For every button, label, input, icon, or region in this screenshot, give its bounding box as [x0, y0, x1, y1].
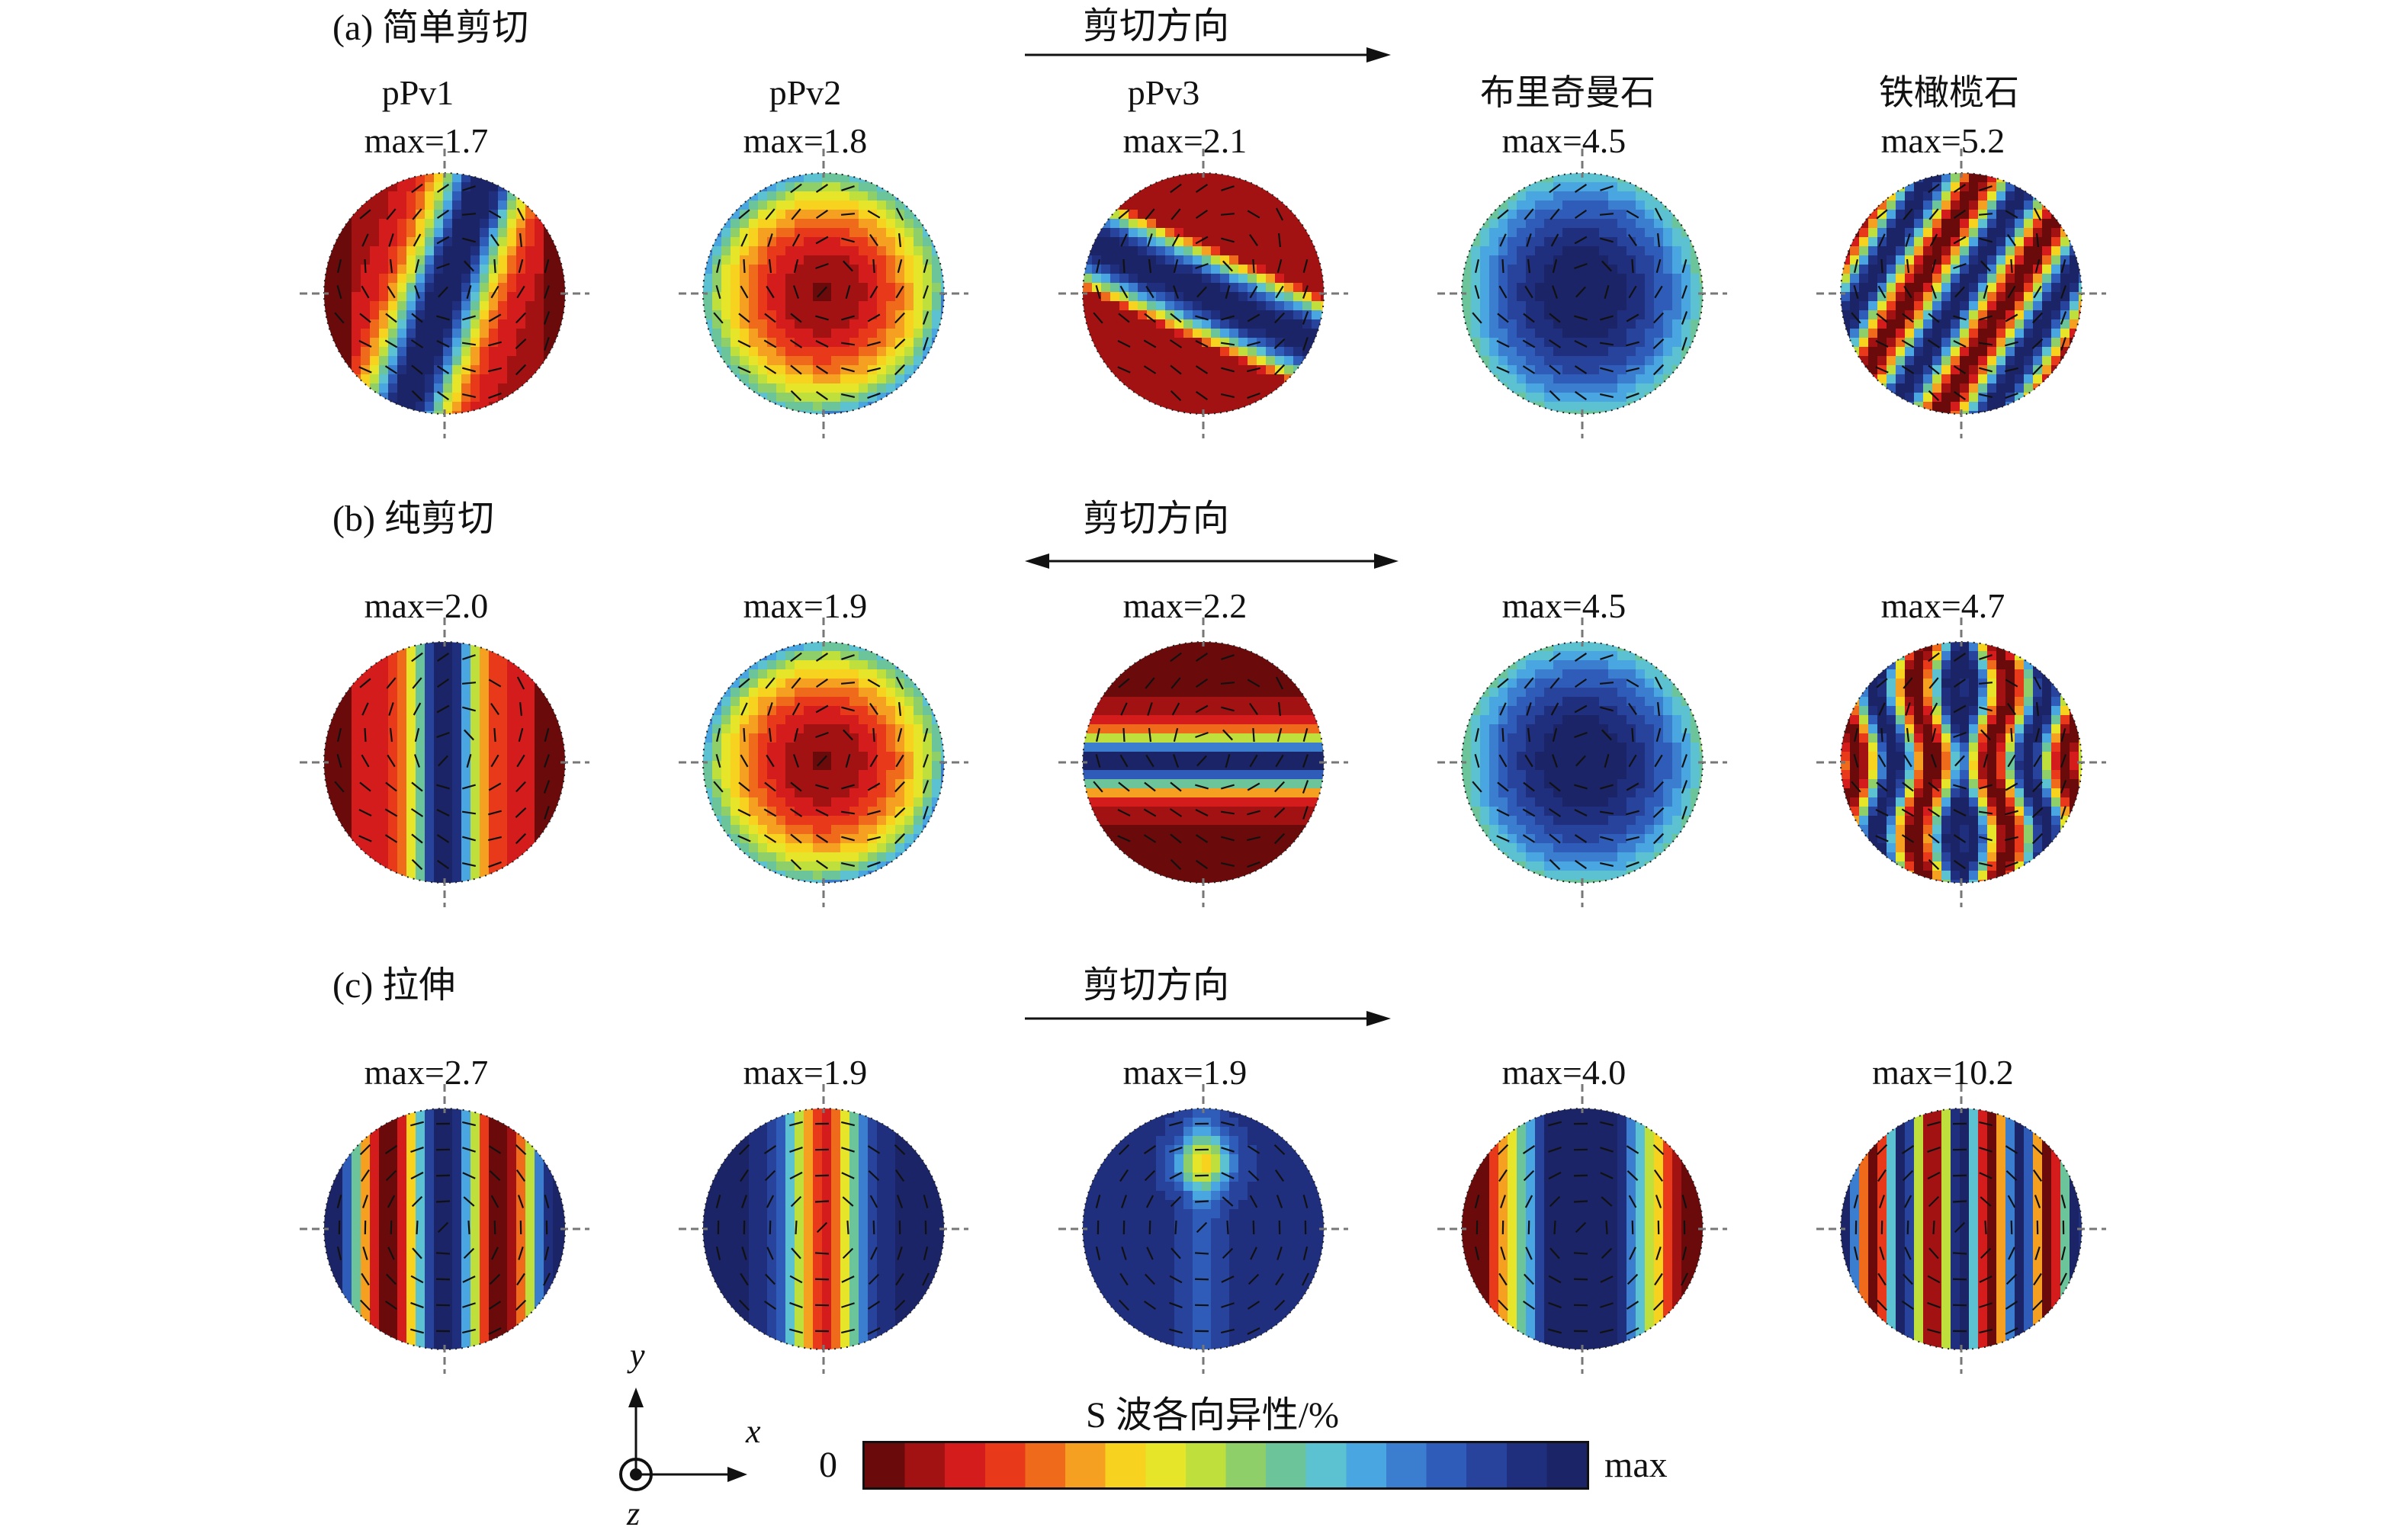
colorbar-min-label: 0 — [819, 1445, 837, 1485]
pole-figure — [1816, 618, 2106, 907]
max-label: max=1.9 — [1122, 1053, 1248, 1092]
shear-direction-label-b: 剪切方向 — [1083, 499, 1230, 539]
mineral-label-ppv3: pPv3 — [1127, 73, 1200, 112]
max-label: max=4.7 — [1880, 586, 2005, 625]
max-label: max=5.2 — [1880, 121, 2005, 160]
mineral-label-fayalite: 铁橄榄石 — [1879, 73, 2019, 112]
shear-direction-arrow-b — [1025, 553, 1398, 569]
pole-figure — [1437, 149, 1727, 438]
row-label-b: (b) 纯剪切 — [332, 499, 494, 539]
max-label: max=4.0 — [1501, 1053, 1626, 1092]
pole-figure — [1058, 1084, 1348, 1374]
pole-figure — [1437, 1084, 1727, 1374]
coordinate-axes — [619, 1388, 747, 1491]
max-label: max=2.0 — [364, 586, 489, 625]
pole-figure — [1437, 618, 1727, 907]
max-label: max=2.7 — [364, 1053, 489, 1092]
max-label: max=1.9 — [743, 1053, 868, 1092]
max-label: max=10.2 — [1872, 1053, 2014, 1092]
row-label-a: (a) 简单剪切 — [332, 8, 529, 48]
max-label: max=1.7 — [364, 121, 489, 160]
mineral-label-bridgmanite: 布里奇曼石 — [1480, 73, 1655, 112]
pole-figure — [679, 618, 968, 907]
pole-figure — [679, 149, 968, 438]
shear-direction-label-a: 剪切方向 — [1083, 6, 1230, 47]
max-label: max=2.2 — [1122, 586, 1248, 625]
pole-figure — [679, 1084, 968, 1374]
mineral-label-ppv2: pPv2 — [769, 73, 842, 112]
pole-figure — [1816, 149, 2106, 438]
pole-figure — [1816, 1084, 2106, 1374]
shear-direction-arrow-c — [1025, 1011, 1391, 1026]
row-label-c: (c) 拉伸 — [332, 965, 456, 1006]
pole-figure — [1058, 618, 1348, 907]
max-label: max=1.8 — [743, 121, 868, 160]
pole-figure — [300, 1084, 589, 1374]
max-label: max=4.5 — [1501, 121, 1626, 160]
pole-figure — [300, 149, 589, 438]
mineral-label-ppv1: pPv1 — [381, 73, 454, 112]
colorbar — [862, 1441, 1589, 1490]
shear-direction-arrow-a — [1025, 47, 1391, 63]
pole-figure — [1058, 149, 1348, 438]
axis-label-x: x — [746, 1413, 761, 1450]
max-label: max=4.5 — [1501, 586, 1626, 625]
shear-direction-label-c: 剪切方向 — [1083, 965, 1230, 1006]
axis-label-y: y — [630, 1336, 645, 1374]
pole-figure — [300, 618, 589, 907]
colorbar-max-label: max — [1604, 1445, 1668, 1485]
axis-label-z: z — [627, 1495, 641, 1532]
colorbar-title: S 波各向异性/% — [1086, 1395, 1340, 1436]
max-label: max=2.1 — [1122, 121, 1248, 160]
max-label: max=1.9 — [743, 586, 868, 625]
